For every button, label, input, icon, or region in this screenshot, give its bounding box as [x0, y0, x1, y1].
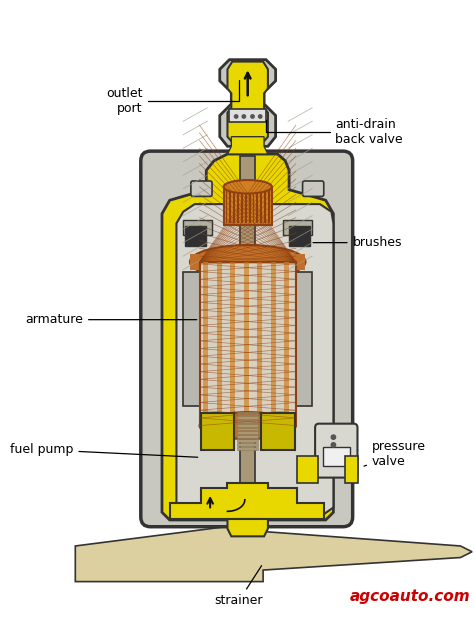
- Bar: [203, 262, 208, 425]
- Bar: [237, 439, 258, 442]
- Bar: [268, 188, 270, 223]
- Polygon shape: [228, 62, 268, 144]
- Text: agcoauto.com: agcoauto.com: [349, 589, 470, 604]
- Polygon shape: [170, 483, 324, 519]
- Bar: [230, 262, 235, 425]
- Polygon shape: [228, 137, 268, 154]
- Polygon shape: [228, 519, 268, 536]
- Text: strainer: strainer: [215, 565, 263, 607]
- Bar: [200, 262, 296, 425]
- Bar: [289, 226, 310, 246]
- Ellipse shape: [190, 245, 305, 279]
- Text: armature: armature: [25, 313, 197, 326]
- Bar: [271, 262, 275, 425]
- Bar: [237, 424, 258, 427]
- Ellipse shape: [224, 180, 272, 193]
- Bar: [245, 188, 247, 223]
- Bar: [240, 156, 255, 503]
- Polygon shape: [220, 60, 275, 146]
- Polygon shape: [176, 204, 333, 514]
- Circle shape: [258, 114, 263, 119]
- Circle shape: [250, 114, 255, 119]
- Polygon shape: [162, 154, 333, 520]
- Bar: [283, 220, 312, 235]
- Bar: [288, 272, 312, 406]
- Bar: [297, 457, 318, 483]
- Circle shape: [234, 114, 238, 119]
- Bar: [237, 412, 258, 415]
- Text: fuel pump: fuel pump: [10, 443, 198, 457]
- FancyBboxPatch shape: [315, 424, 357, 478]
- Bar: [237, 435, 258, 438]
- Circle shape: [330, 434, 336, 440]
- FancyBboxPatch shape: [141, 151, 353, 527]
- Bar: [201, 413, 234, 450]
- Bar: [190, 254, 305, 269]
- Bar: [237, 188, 239, 223]
- Bar: [284, 262, 289, 425]
- Text: anti-drain
back valve: anti-drain back valve: [266, 118, 403, 146]
- Bar: [237, 432, 258, 434]
- Bar: [183, 272, 207, 406]
- Bar: [231, 106, 264, 154]
- Polygon shape: [75, 522, 472, 582]
- Bar: [237, 420, 258, 423]
- Bar: [185, 226, 206, 246]
- Bar: [323, 447, 350, 466]
- Bar: [217, 262, 222, 425]
- Bar: [224, 187, 272, 225]
- Text: outlet
port: outlet port: [106, 80, 239, 114]
- Bar: [237, 427, 258, 430]
- Bar: [229, 188, 231, 223]
- Text: brushes: brushes: [313, 236, 402, 249]
- Bar: [183, 220, 212, 235]
- Text: pressure
valve: pressure valve: [364, 440, 426, 468]
- FancyBboxPatch shape: [302, 181, 324, 197]
- Bar: [229, 109, 266, 123]
- Ellipse shape: [200, 412, 296, 439]
- Bar: [244, 262, 249, 425]
- Bar: [257, 262, 262, 425]
- Bar: [260, 188, 262, 223]
- Bar: [241, 188, 243, 223]
- Circle shape: [241, 114, 246, 119]
- Bar: [237, 416, 258, 419]
- Bar: [261, 413, 295, 450]
- Bar: [226, 188, 228, 223]
- Bar: [200, 418, 296, 429]
- Bar: [264, 188, 266, 223]
- Bar: [237, 447, 258, 450]
- Bar: [345, 457, 358, 483]
- Bar: [237, 443, 258, 446]
- Bar: [256, 188, 258, 223]
- Bar: [233, 188, 235, 223]
- Bar: [249, 188, 251, 223]
- FancyBboxPatch shape: [191, 181, 212, 197]
- Circle shape: [330, 442, 336, 448]
- Bar: [253, 188, 255, 223]
